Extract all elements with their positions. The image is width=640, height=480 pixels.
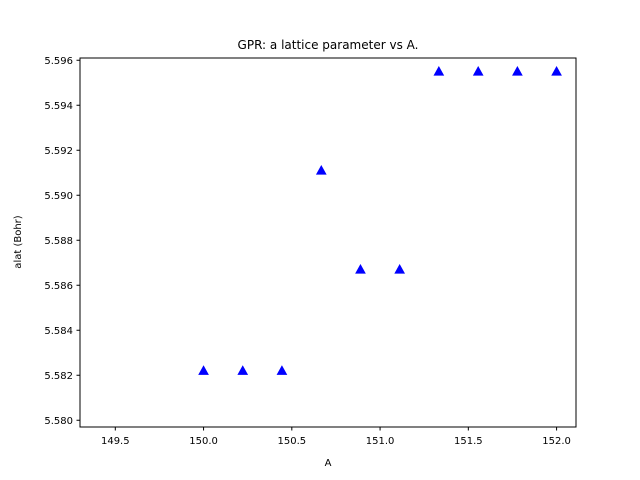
y-tick-label: 5.582 — [44, 371, 73, 382]
x-axis: 149.5 150.0 150.5 151.0 151.5 152.0 — [101, 427, 571, 447]
data-markers — [198, 65, 562, 375]
x-axis-label: A — [325, 458, 332, 469]
data-point — [315, 164, 327, 175]
y-tick-label: 5.592 — [44, 146, 73, 157]
data-point — [355, 263, 366, 274]
x-tick-label: 149.5 — [101, 436, 130, 447]
y-tick-label: 5.584 — [44, 326, 73, 337]
y-tick-label: 5.588 — [44, 236, 73, 247]
data-point — [551, 65, 562, 76]
data-point — [276, 365, 288, 375]
y-tick-label: 5.586 — [44, 281, 73, 292]
data-point — [472, 65, 484, 76]
chart-title: GPR: a lattice parameter vs A. — [238, 38, 419, 52]
x-tick-label: 150.5 — [277, 436, 306, 447]
x-tick-label: 151.5 — [454, 436, 483, 447]
x-tick-label: 151.0 — [366, 436, 395, 447]
y-tick-label: 5.594 — [44, 101, 73, 112]
x-tick-label: 152.0 — [542, 436, 571, 447]
data-point — [394, 263, 406, 274]
data-point — [237, 365, 249, 375]
x-tick-label: 150.0 — [189, 436, 218, 447]
data-point — [433, 65, 445, 76]
data-point — [512, 65, 523, 76]
y-axis-label: alat (Bohr) — [13, 215, 24, 268]
y-tick-label: 5.590 — [44, 191, 73, 202]
y-axis: 5.580 5.582 5.584 5.586 5.588 5.590 5.592 5.594… — [44, 56, 80, 427]
y-tick-label: 5.580 — [44, 416, 73, 427]
axes-frame — [79, 57, 577, 428]
data-point — [198, 365, 209, 375]
y-tick-label: 5.596 — [44, 56, 73, 67]
